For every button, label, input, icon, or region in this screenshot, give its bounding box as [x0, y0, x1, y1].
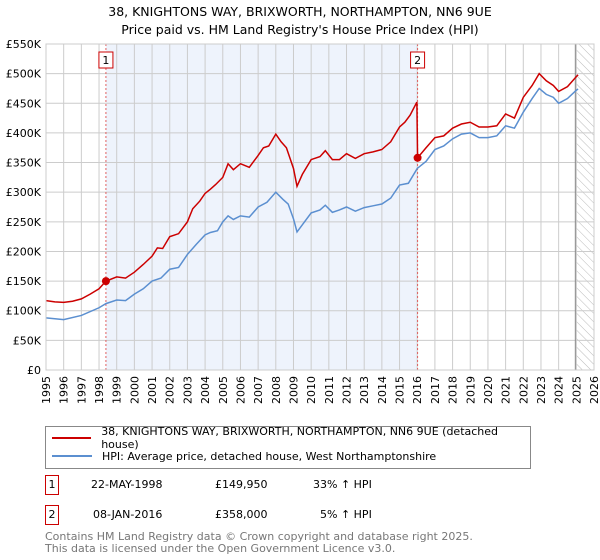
x-tick-label: 2006	[234, 376, 247, 404]
series-line-property	[45, 72, 579, 304]
sale-badge: 2	[45, 505, 59, 525]
y-tick-label: £500K	[6, 68, 42, 81]
y-tick-label: £150K	[6, 275, 42, 288]
sale-marker-box	[98, 51, 114, 69]
y-tick-label: £450K	[6, 97, 42, 110]
y-tick-label: £350K	[6, 157, 42, 170]
y-tick-label: £50K	[13, 334, 42, 347]
x-tick-label: 2003	[181, 376, 194, 404]
x-tick-label: 2007	[252, 376, 265, 404]
plot-area: 1995 1996 1997 1998 1999 2000 2001 2002 2003 2004…	[6, 38, 600, 404]
sale-point	[101, 277, 110, 286]
sale-date: 08-JAN-2016	[93, 508, 163, 521]
sale-row-1: 1 22-MAY-1998 £149,950 33% ↑ HPI	[45, 475, 585, 495]
x-tick-label: 2005	[217, 376, 230, 404]
x-tick-label: 2004	[199, 376, 212, 404]
y-tick-label: £0	[27, 364, 41, 377]
chart-title: 38, KNIGHTONS WAY, BRIXWORTH, NORTHAMPTO…	[108, 4, 492, 19]
x-tick-label: 2011	[323, 376, 336, 404]
sale-price: £149,950	[215, 478, 268, 491]
x-tick-label: 2014	[376, 376, 389, 404]
y-tick-label: £250K	[6, 216, 42, 229]
x-tick-label: 2026	[588, 376, 600, 404]
y-tick-label: £100K	[6, 305, 42, 318]
sale-hpi: 5% ↑ HPI	[320, 508, 372, 521]
x-tick-label: 2009	[287, 376, 300, 404]
y-tick-label: £400K	[6, 127, 42, 140]
series-line-hpi	[45, 87, 579, 321]
sale-marker-label: 1	[102, 54, 109, 67]
y-tick-label: £200K	[6, 245, 42, 258]
sale-price: £358,000	[215, 508, 268, 521]
x-tick-label: 2018	[447, 376, 460, 404]
x-tick-label: 1997	[75, 376, 88, 404]
forecast-hatch	[576, 44, 594, 370]
x-tick-label: 1998	[93, 376, 106, 404]
legend: 38, KNIGHTONS WAY, BRIXWORTH, NORTHAMPTO…	[45, 425, 531, 469]
x-tick-label: 2010	[305, 376, 318, 404]
footer-copyright: Contains HM Land Registry data © Crown c…	[45, 530, 473, 543]
x-tick-label: 1999	[111, 376, 124, 404]
footer-licence: This data is licensed under the Open Gov…	[45, 542, 396, 555]
sale-date: 22-MAY-1998	[91, 478, 163, 491]
y-tick-label: £300K	[6, 186, 42, 199]
x-tick-label: 2015	[394, 376, 407, 404]
x-tick-label: 1995	[40, 376, 53, 404]
x-tick-label: 2017	[429, 376, 442, 404]
x-tick-label: 2020	[482, 376, 495, 404]
sale-hpi: 33% ↑ HPI	[313, 478, 372, 491]
sale-marker-box	[410, 51, 426, 69]
x-tick-label: 2002	[164, 376, 177, 404]
x-tick-label: 2022	[517, 376, 530, 404]
sale-marker-label: 2	[414, 54, 421, 67]
plot-border	[45, 43, 595, 371]
legend-swatch-red	[52, 437, 92, 439]
sale-point	[413, 153, 422, 162]
x-tick-label: 2023	[535, 376, 548, 404]
x-tick-label: 2012	[341, 376, 354, 404]
sale-badge: 1	[45, 475, 59, 495]
sale-row-2: 2 08-JAN-2016 £358,000 5% ↑ HPI	[45, 505, 585, 525]
legend-swatch-blue	[52, 455, 92, 457]
x-tick-label: 2016	[411, 376, 424, 404]
x-tick-label: 2001	[146, 376, 159, 404]
chart-subtitle: Price paid vs. HM Land Registry's House …	[121, 22, 479, 37]
x-tick-label: 2019	[464, 376, 477, 404]
x-tick-label: 1996	[58, 376, 71, 404]
legend-item-property: 38, KNIGHTONS WAY, BRIXWORTH, NORTHAMPTO…	[52, 425, 530, 451]
x-tick-label: 2013	[358, 376, 371, 404]
x-tick-label: 2025	[570, 376, 583, 404]
x-tick-label: 2000	[128, 376, 141, 404]
x-tick-label: 2021	[500, 376, 513, 404]
legend-label: HPI: Average price, detached house, West…	[102, 449, 437, 463]
legend-label: 38, KNIGHTONS WAY, BRIXWORTH, NORTHAMPTO…	[101, 425, 499, 451]
y-tick-label: £550K	[6, 38, 42, 51]
x-tick-label: 2024	[553, 376, 566, 404]
legend-item-hpi: HPI: Average price, detached house, West…	[52, 448, 436, 464]
x-tick-label: 2008	[270, 376, 283, 404]
